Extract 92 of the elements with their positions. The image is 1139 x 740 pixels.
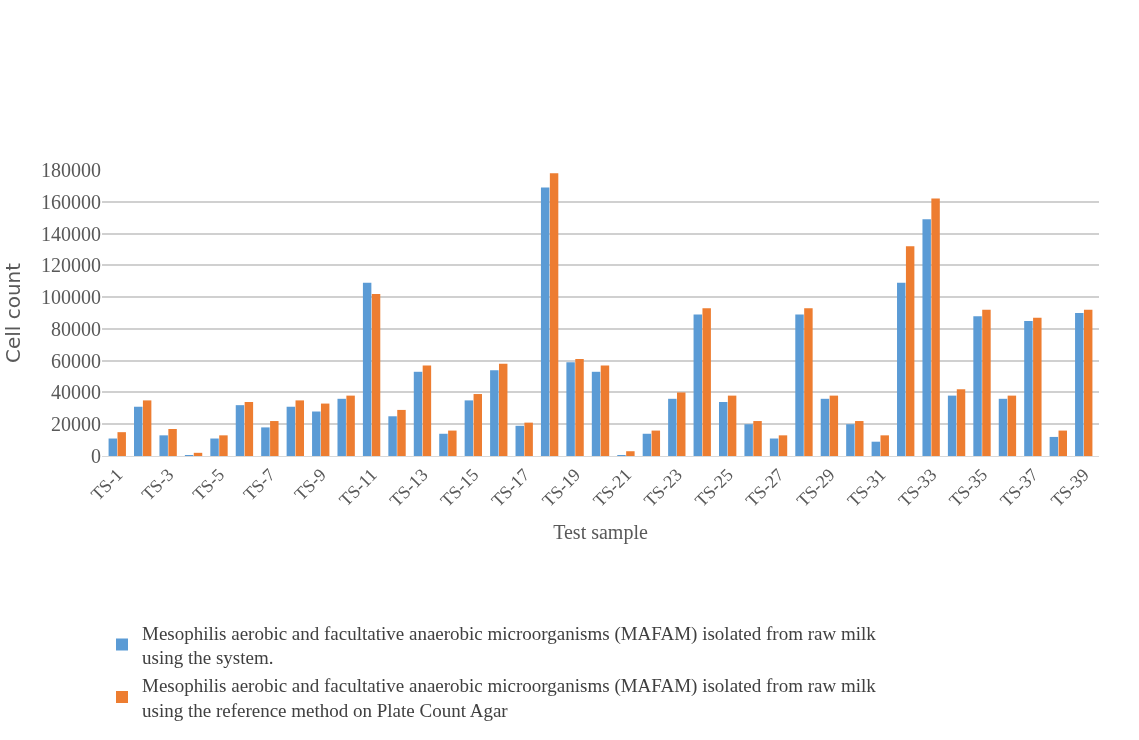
bar [922,219,931,456]
bar [905,246,915,456]
bar [261,427,270,456]
y-tick-label: 120000 [41,254,101,277]
y-tick-label: 20000 [51,413,101,436]
bar [973,316,982,456]
bar [244,401,254,456]
bar [1007,395,1017,456]
y-tick-label: 100000 [41,286,101,309]
bar [337,398,346,456]
bar [346,395,355,456]
bar [727,395,737,456]
bar [1033,317,1042,456]
bar [1058,430,1067,456]
bar [871,441,881,456]
bar [108,438,118,456]
bar [931,198,940,456]
bar [270,421,279,456]
bar [473,394,483,456]
bar [804,308,813,456]
bar [600,365,610,456]
bar [626,451,635,456]
bar [362,282,372,456]
bar [1024,320,1033,456]
bar [668,398,677,456]
bar [286,406,296,456]
bar [855,421,864,456]
bar [693,314,703,456]
bar [490,370,499,456]
y-tick-label: 40000 [51,381,101,404]
bar [956,389,966,456]
bar [422,365,432,456]
bar [219,435,228,456]
bar [134,406,143,456]
bar [388,416,397,456]
bar [575,359,584,456]
x-tick-label: TS-1 [86,464,127,505]
x-tick-label: TS-3 [137,464,178,505]
bar [702,308,711,456]
bar [1049,436,1059,456]
bar [540,187,550,456]
bar [778,435,788,456]
bar [591,371,601,456]
bar [312,411,321,456]
y-tick-label: 0 [91,445,101,467]
bar [642,433,652,456]
y-axis-title: Cell count [0,262,25,364]
bar [397,409,406,456]
y-tick-label: 160000 [41,190,101,213]
bar [439,433,448,456]
bar [515,425,524,456]
bar [524,422,533,456]
bar [1075,313,1084,456]
bar [448,430,457,456]
bar [753,421,762,456]
bar [880,435,889,456]
bar [320,403,330,456]
bar [549,173,559,456]
y-tick-label: 80000 [51,317,101,340]
bar [947,395,957,456]
x-tick-label: TS-5 [188,464,229,505]
bar [159,435,168,456]
bar [413,371,423,456]
bar [820,398,830,456]
bar [982,309,991,456]
bar [464,400,474,456]
bar [210,438,219,456]
legend-label: Mesophilis aerobic and facultative anaerobic microorganisms (MAFAM) isolated from raw milk using the reference method on Plate Count Agar [142,674,877,721]
bar [846,424,855,456]
bar [142,400,152,456]
bar [795,314,804,456]
bar [998,398,1008,456]
bar [651,430,661,456]
bar [769,438,779,456]
x-axis-title: Test sample [553,521,648,545]
bar [829,395,839,456]
bar [718,401,728,456]
bar [1083,309,1093,456]
y-tick-label: 60000 [51,349,101,372]
legend-label: Mesophilis aerobic and facultative anaerobic microorganisms (MAFAM) isolated from raw milk using the system. [142,622,877,669]
bar [744,424,753,456]
bar [566,362,575,456]
bar [295,400,304,456]
bar [498,363,508,456]
y-tick-label: 180000 [41,159,101,181]
bar [371,293,381,456]
bar [677,392,686,456]
bar [235,405,245,456]
y-tick-label: 140000 [41,222,101,245]
bar [168,428,177,456]
bar [117,432,126,456]
bar [897,282,906,456]
